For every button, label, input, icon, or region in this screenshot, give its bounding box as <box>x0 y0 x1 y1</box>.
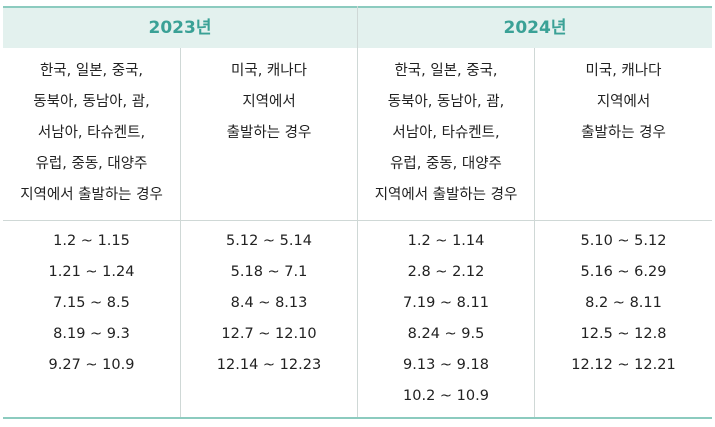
header-line: 지역에서 출발하는 경우 <box>20 187 163 203</box>
period-item: 10.2 ~ 10.9 <box>403 388 489 404</box>
period-item: 12.5 ~ 12.8 <box>580 326 667 342</box>
period-item: 7.19 ~ 8.11 <box>403 295 489 311</box>
period-item: 2.8 ~ 2.12 <box>407 264 485 280</box>
header-line: 한국, 일본, 중국, <box>394 63 498 79</box>
header-line: 한국, 일본, 중국, <box>39 63 144 79</box>
region-header-2023-america: 미국, 캐나다 지역에서 출발하는 경우 <box>181 56 357 149</box>
period-item: 8.2 ~ 8.11 <box>585 295 662 311</box>
divider-year <box>357 6 358 419</box>
header-line: 동북아, 동남아, 괌, <box>387 94 505 110</box>
header-line: 동북아, 동남아, 괌, <box>33 94 150 110</box>
periods-2024-asia: 1.2 ~ 1.14 2.8 ~ 2.12 7.19 ~ 8.11 8.24 ~… <box>358 226 534 412</box>
period-item: 8.4 ~ 8.13 <box>230 295 308 311</box>
year-2023-header: 2023년 <box>148 18 212 38</box>
period-item: 9.27 ~ 10.9 <box>48 357 135 373</box>
header-line: 유럽, 중동, 대양주 <box>390 156 502 172</box>
region-header-2024-america: 미국, 캐나다 지역에서 출발하는 경우 <box>535 56 712 149</box>
periods-2024-america: 5.10 ~ 5.12 5.16 ~ 6.29 8.2 ~ 8.11 12.5 … <box>535 226 712 381</box>
year-2024-header: 2024년 <box>503 18 567 38</box>
period-item: 1.21 ~ 1.24 <box>48 264 135 280</box>
header-line: 미국, 캐나다 <box>231 63 307 79</box>
periods-2023-america: 5.12 ~ 5.14 5.18 ~ 7.1 8.4 ~ 8.13 12.7 ~… <box>181 226 357 381</box>
header-line: 지역에서 출발하는 경우 <box>374 187 518 203</box>
divider-2024 <box>534 48 535 419</box>
divider-2023 <box>180 48 181 419</box>
period-item: 5.12 ~ 5.14 <box>226 233 312 249</box>
period-item: 1.2 ~ 1.14 <box>407 233 485 249</box>
header-line: 지역에서 <box>242 94 296 110</box>
period-item: 1.2 ~ 1.15 <box>53 233 130 249</box>
periods-2023-asia: 1.2 ~ 1.15 1.21 ~ 1.24 7.15 ~ 8.5 8.19 ~… <box>3 226 180 381</box>
header-line: 출발하는 경우 <box>581 125 666 141</box>
header-line: 지역에서 <box>596 94 651 110</box>
header-divider <box>3 220 712 221</box>
header-line: 서남아, 타슈켄트, <box>37 125 146 141</box>
period-item: 5.18 ~ 7.1 <box>230 264 308 280</box>
period-item: 5.16 ~ 6.29 <box>580 264 667 280</box>
period-item: 9.13 ~ 9.18 <box>403 357 489 373</box>
header-line: 유럽, 중동, 대양주 <box>35 156 148 172</box>
period-item: 8.19 ~ 9.3 <box>53 326 130 342</box>
peak-season-table: 2023년 2024년 한국, 일본, 중국, 동북아, 동남아, 괌, 서남아… <box>3 6 712 419</box>
region-header-2024-asia: 한국, 일본, 중국, 동북아, 동남아, 괌, 서남아, 타슈켄트, 유럽, … <box>358 56 534 211</box>
period-item: 12.7 ~ 12.10 <box>221 326 317 342</box>
header-line: 미국, 캐나다 <box>585 63 662 79</box>
region-header-2023-asia: 한국, 일본, 중국, 동북아, 동남아, 괌, 서남아, 타슈켄트, 유럽, … <box>3 56 180 211</box>
period-item: 7.15 ~ 8.5 <box>53 295 130 311</box>
header-line: 서남아, 타슈켄트, <box>392 125 500 141</box>
table-bottom-border <box>3 417 712 419</box>
period-item: 12.12 ~ 12.21 <box>571 357 676 373</box>
period-item: 8.24 ~ 9.5 <box>407 326 485 342</box>
period-item: 5.10 ~ 5.12 <box>580 233 667 249</box>
period-item: 12.14 ~ 12.23 <box>216 357 322 373</box>
header-line: 출발하는 경우 <box>226 125 312 141</box>
